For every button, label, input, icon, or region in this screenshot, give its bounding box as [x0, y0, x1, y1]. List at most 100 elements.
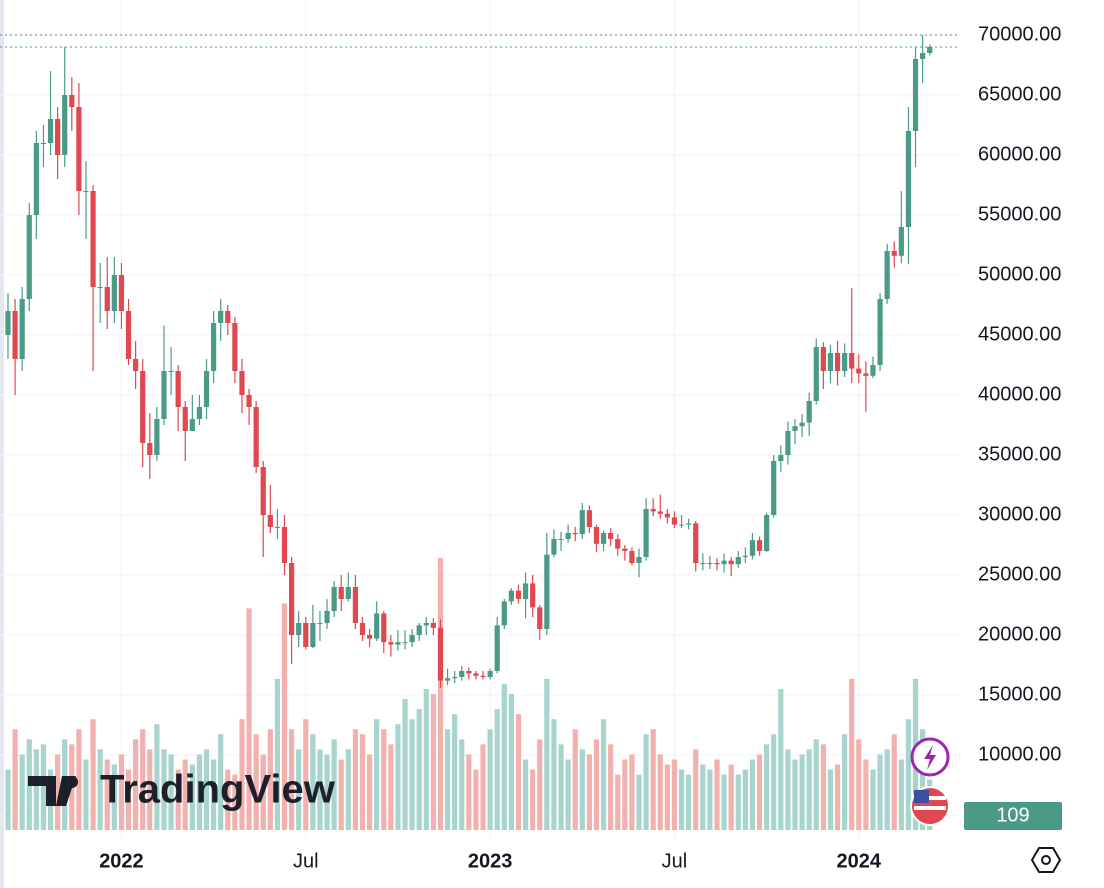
volume-bar	[189, 764, 195, 830]
volume-bar	[849, 678, 855, 830]
y-tick-label: 30000.00	[978, 503, 1061, 525]
volume-bar	[182, 759, 188, 830]
lightning	[924, 745, 936, 770]
candle-body	[381, 613, 387, 643]
y-tick-label: 40000.00	[978, 383, 1061, 405]
candle-body	[232, 323, 238, 372]
candle-body	[196, 407, 203, 420]
volume-bar	[409, 719, 415, 830]
candle-body	[19, 299, 25, 360]
volume-bar	[352, 729, 359, 830]
candle-body	[409, 635, 415, 643]
y-tick-label: 10000.00	[978, 743, 1061, 765]
candle-body	[608, 533, 614, 540]
volume-bar	[920, 729, 926, 830]
volume-bar	[771, 734, 777, 830]
candle-body	[402, 642, 408, 644]
candle-body	[622, 548, 628, 552]
candle-body	[806, 401, 812, 423]
candle-body	[267, 515, 273, 528]
volume-bar	[303, 719, 309, 830]
settings-icon[interactable]	[1030, 847, 1062, 873]
volume-bar	[898, 759, 904, 830]
candle-body	[657, 511, 663, 514]
volume-bar	[19, 754, 25, 830]
candle-body	[83, 191, 89, 193]
candle-body	[565, 533, 571, 540]
volume-bar	[90, 719, 96, 830]
candle-body	[253, 407, 259, 468]
candle-body	[615, 539, 621, 549]
x-tick-label: Jul	[662, 850, 688, 872]
volume-bar	[459, 739, 465, 830]
volume-bar	[218, 734, 224, 830]
candle-body	[296, 623, 302, 636]
volume-bar	[905, 719, 912, 830]
volume-bar	[515, 714, 522, 830]
axis-layer: 5000.0010000.0015000.0020000.0025000.003…	[0, 23, 1062, 872]
volume-bar	[636, 774, 642, 830]
candle-body	[530, 583, 536, 608]
volume-bar	[572, 729, 578, 830]
candle-body	[813, 347, 819, 402]
volume-bar	[239, 719, 245, 830]
volume-bar	[175, 769, 181, 830]
volume-bar	[522, 759, 529, 830]
volume-bar	[530, 769, 536, 830]
candle-body	[728, 560, 734, 565]
volume-bar	[721, 774, 727, 830]
candle-body	[388, 642, 394, 645]
volume-bar	[657, 754, 663, 830]
candle-body	[338, 587, 344, 600]
volume-bar	[586, 754, 592, 830]
y-tick-label: 55000.00	[978, 203, 1061, 225]
candle-body	[650, 509, 656, 512]
event-icons	[910, 737, 950, 826]
candle-body	[55, 119, 61, 156]
candle-body	[877, 299, 883, 366]
volume-bar	[203, 749, 210, 830]
candle-body	[168, 371, 174, 373]
candle-body	[693, 523, 699, 564]
volume-bar	[402, 699, 408, 830]
volume-bar	[579, 749, 585, 830]
volume-bar	[345, 749, 351, 830]
volume-bar	[452, 714, 458, 830]
candle-body	[161, 371, 167, 420]
settings[interactable]	[1030, 847, 1062, 873]
volume-bar	[565, 759, 571, 830]
candle-body	[799, 422, 805, 427]
volume-bar	[253, 734, 259, 830]
candle-body	[33, 143, 39, 216]
candle-body	[863, 373, 869, 376]
candle-body	[771, 461, 777, 516]
volume-bar	[501, 683, 507, 830]
volume-bar	[473, 769, 479, 830]
volume-bar	[147, 749, 153, 830]
candle-body	[820, 347, 826, 372]
y-tick-label: 25000.00	[978, 563, 1061, 585]
candle-layer	[5, 35, 933, 688]
volume-bar	[813, 739, 819, 830]
candle-body	[515, 590, 522, 600]
x-tick-label: Jul	[293, 850, 319, 872]
volume-bar	[388, 744, 394, 830]
volume-bar	[778, 688, 784, 830]
volume-bar	[232, 774, 238, 830]
candle-body	[792, 426, 798, 432]
candle-body	[551, 539, 557, 555]
candle-body	[40, 143, 47, 145]
volume-bar	[83, 759, 89, 830]
volume-bar	[480, 744, 486, 830]
candle-body	[459, 671, 465, 678]
candle-body	[480, 675, 486, 678]
volume-bar	[742, 769, 748, 830]
x-tick-label: 2022	[99, 850, 144, 872]
candle-body	[281, 527, 288, 564]
candle-body	[898, 227, 904, 256]
candle-body	[133, 359, 139, 372]
volume-bar	[600, 719, 607, 830]
volume-bar	[55, 754, 61, 830]
volume-bar	[806, 749, 812, 830]
